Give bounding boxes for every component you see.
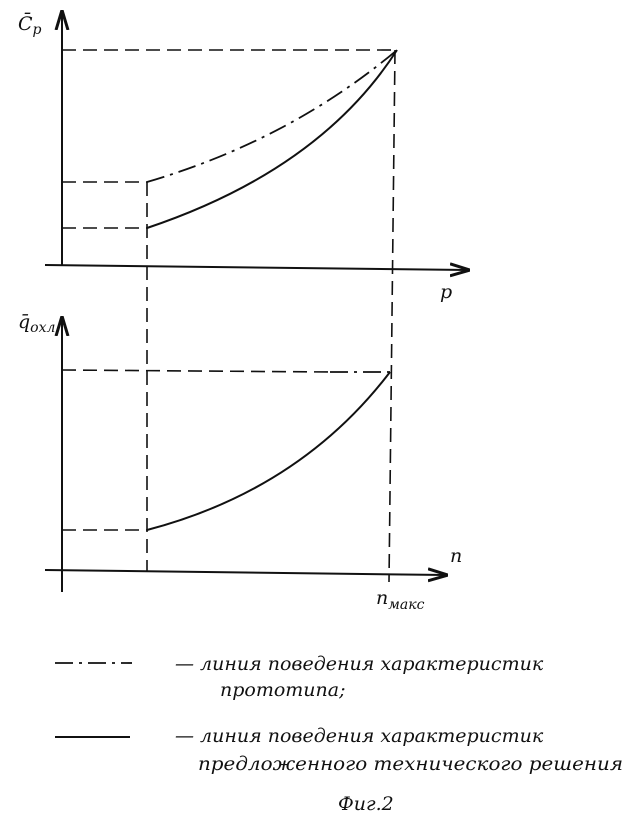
proposed-curve <box>147 50 397 228</box>
guide-line <box>62 370 330 372</box>
x-label: n <box>450 545 462 567</box>
figure: C̄p p q̄охл n nмакс — линия поведения ха… <box>0 0 632 819</box>
x-label: p <box>440 281 452 303</box>
legend-text: предложенного технического решения <box>198 753 623 775</box>
guide-line <box>389 50 395 582</box>
y-label: q̄охл <box>18 311 55 336</box>
prototype-curve <box>147 50 397 182</box>
legend-text: прототипа; <box>220 679 346 701</box>
x-axis <box>45 265 468 270</box>
legend-text: — линия поведения характеристик <box>175 725 544 747</box>
x-mark-label: nмакс <box>376 587 425 613</box>
legend-text: — линия поведения характеристик <box>175 653 544 675</box>
x-axis <box>45 570 446 575</box>
caption: Фиг.2 <box>338 793 394 815</box>
y-label: C̄p <box>18 12 42 38</box>
proposed-curve <box>147 372 390 530</box>
